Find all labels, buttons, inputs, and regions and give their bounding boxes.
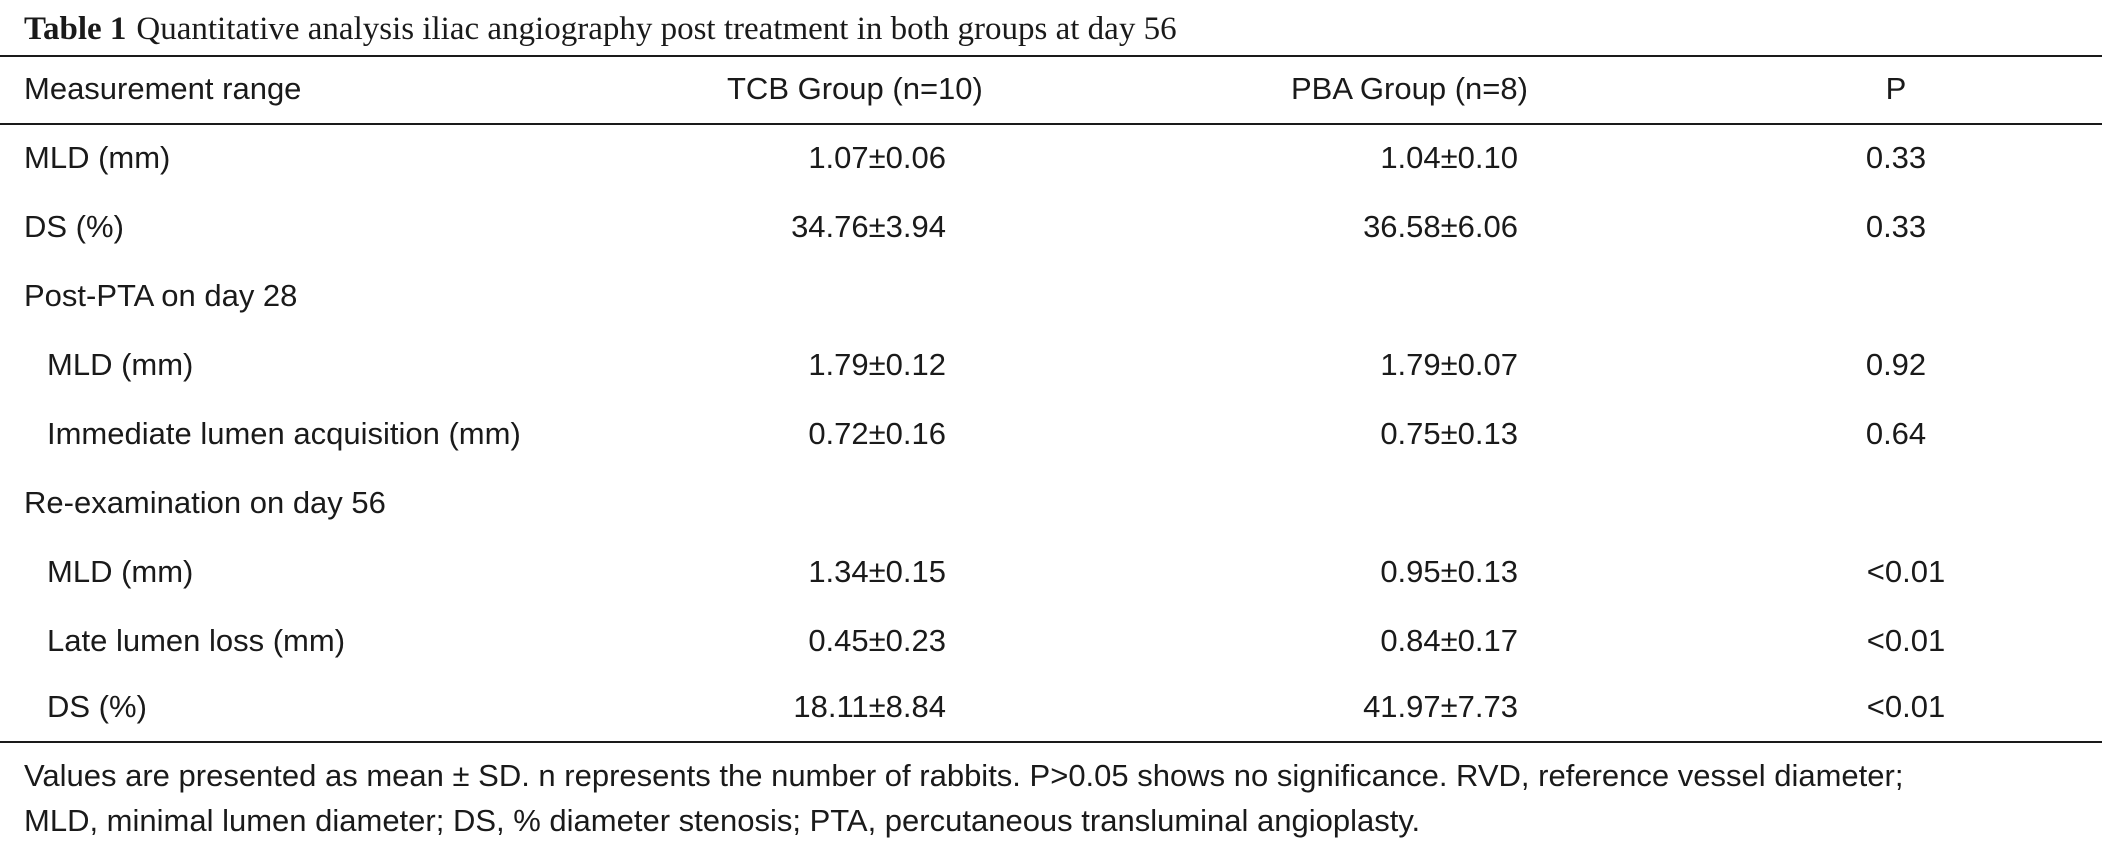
footnote-line: Values are presented as mean ± SD. n rep… <box>24 758 1904 793</box>
table-row: Immediate lumen acquisition (mm) 0.72±0.… <box>0 400 2102 468</box>
table-title: Quantitative analysis iliac angiography … <box>136 11 1177 47</box>
row-label: DS (%) <box>47 689 147 724</box>
row-label: DS (%) <box>24 209 124 244</box>
p-value: 0.33 <box>1865 209 1927 244</box>
section-row-post-pta: Post-PTA on day 28 <box>0 262 2102 330</box>
p-value: <0.01 <box>1866 689 1946 724</box>
tcb-value: 1.34±0.15 <box>808 554 946 589</box>
header-p-value: P <box>1885 71 1907 106</box>
header-rule <box>0 123 2102 125</box>
bottom-rule <box>0 741 2102 743</box>
table-number: Table 1 <box>24 11 127 47</box>
p-value: <0.01 <box>1866 623 1946 658</box>
tcb-value: 1.79±0.12 <box>808 347 946 382</box>
row-label: MLD (mm) <box>47 554 194 589</box>
table-row: MLD (mm) 1.34±0.15 0.95±0.13 <0.01 <box>0 538 2102 606</box>
tcb-value: 34.76±3.94 <box>791 209 946 244</box>
pba-value: 0.95±0.13 <box>1380 554 1518 589</box>
pba-value: 41.97±7.73 <box>1363 689 1518 724</box>
p-value: 0.92 <box>1865 347 1927 382</box>
section-label: Re-examination on day 56 <box>24 485 386 520</box>
pba-value: 0.75±0.13 <box>1380 416 1518 451</box>
table-footnote: Values are presented as mean ± SD. n rep… <box>24 753 2084 843</box>
section-label: Post-PTA on day 28 <box>24 278 298 313</box>
tcb-value: 0.45±0.23 <box>808 623 946 658</box>
footnote-line: MLD, minimal lumen diameter; DS, % diame… <box>24 803 1421 838</box>
header-pba-group: PBA Group (n=8) <box>1291 71 1528 106</box>
table-row: Late lumen loss (mm) 0.45±0.23 0.84±0.17… <box>0 607 2102 675</box>
tcb-value: 0.72±0.16 <box>808 416 946 451</box>
table-row: MLD (mm) 1.07±0.06 1.04±0.10 0.33 <box>0 124 2102 192</box>
row-label: Late lumen loss (mm) <box>47 623 346 658</box>
tcb-value: 1.07±0.06 <box>808 140 946 175</box>
p-value: 0.33 <box>1865 140 1927 175</box>
pba-value: 1.79±0.07 <box>1380 347 1518 382</box>
header-measurement-range: Measurement range <box>24 71 302 106</box>
table-row: DS (%) 34.76±3.94 36.58±6.06 0.33 <box>0 193 2102 261</box>
table-caption: Table 1 Quantitative analysis iliac angio… <box>24 6 1177 52</box>
pba-value: 1.04±0.10 <box>1380 140 1518 175</box>
p-value: <0.01 <box>1866 554 1946 589</box>
pba-value: 36.58±6.06 <box>1363 209 1518 244</box>
tcb-value: 18.11±8.84 <box>793 689 946 724</box>
section-row-re-examination: Re-examination on day 56 <box>0 469 2102 537</box>
header-tcb-group: TCB Group (n=10) <box>727 71 983 106</box>
table-row: DS (%) 18.11±8.84 41.97±7.73 <0.01 <box>0 673 2102 741</box>
row-label: MLD (mm) <box>24 140 171 175</box>
pba-value: 0.84±0.17 <box>1380 623 1518 658</box>
row-label: MLD (mm) <box>47 347 194 382</box>
table-row: MLD (mm) 1.79±0.12 1.79±0.07 0.92 <box>0 331 2102 399</box>
p-value: 0.64 <box>1865 416 1927 451</box>
table-header-row: Measurement range TCB Group (n=10) PBA G… <box>0 55 2102 123</box>
row-label: Immediate lumen acquisition (mm) <box>47 416 521 451</box>
top-rule <box>0 55 2102 57</box>
